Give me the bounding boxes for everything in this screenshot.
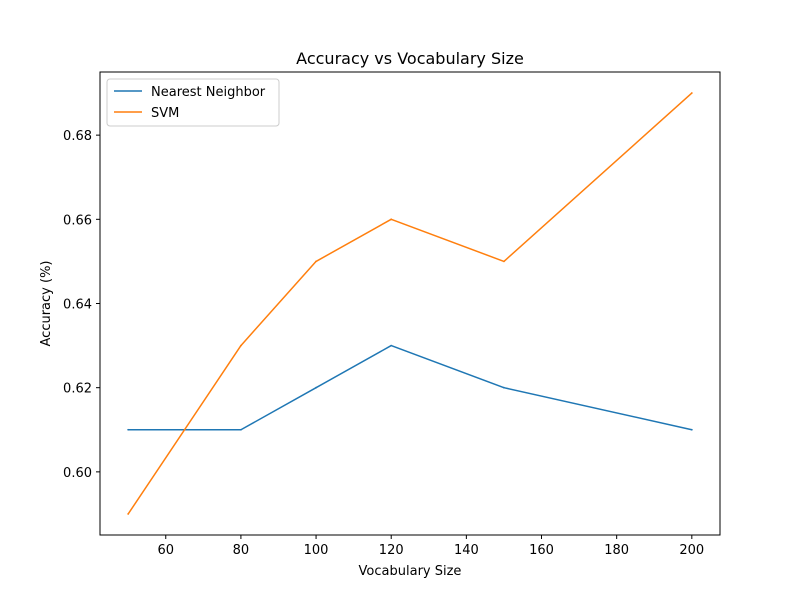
data-point: [503, 260, 505, 263]
legend-label-1: SVM: [151, 106, 179, 121]
data-point: [127, 428, 130, 431]
data-point: [315, 386, 317, 389]
plot-area-frame: [99, 71, 721, 536]
x-tick-label: 80: [233, 543, 250, 558]
plot-lines: [127, 92, 693, 515]
data-point: [690, 92, 693, 94]
y-tick-label: 0.62: [63, 382, 92, 397]
data-point: [127, 513, 130, 515]
y-axis-ticks: 0.60 0.62 0.64 0.66 0.68: [63, 129, 100, 481]
x-tick-label: 180: [604, 543, 629, 558]
legend-frame: [106, 78, 280, 127]
y-tick-label: 0.66: [63, 213, 92, 228]
y-tick-label: 0.60: [63, 466, 92, 481]
x-tick-label: 60: [157, 543, 174, 558]
data-point: [503, 386, 505, 389]
data-point: [240, 344, 242, 347]
series-line-0: [128, 344, 692, 431]
x-tick-label: 140: [454, 543, 479, 558]
data-point: [240, 428, 242, 431]
chart-title: Accuracy vs Vocabulary Size: [296, 49, 524, 68]
x-tick-label: 100: [304, 543, 329, 558]
legend-label-0: Nearest Neighbor: [151, 85, 266, 100]
series-line-1: [127, 92, 693, 515]
x-axis-ticks: 60 80 100 120 140 160 180 200: [157, 535, 704, 558]
data-point: [390, 218, 393, 221]
y-axis-label: Accuracy (%): [39, 261, 54, 347]
data-point: [390, 344, 393, 347]
y-tick-label: 0.64: [63, 298, 92, 313]
x-tick-label: 120: [379, 543, 404, 558]
legend: Nearest Neighbor SVM: [106, 78, 280, 127]
y-tick-label: 0.68: [63, 129, 92, 144]
data-point: [315, 260, 317, 263]
x-axis-label: Vocabulary Size: [359, 564, 462, 579]
x-tick-label: 200: [679, 543, 704, 558]
x-tick-label: 160: [529, 543, 554, 558]
data-point: [690, 428, 693, 431]
